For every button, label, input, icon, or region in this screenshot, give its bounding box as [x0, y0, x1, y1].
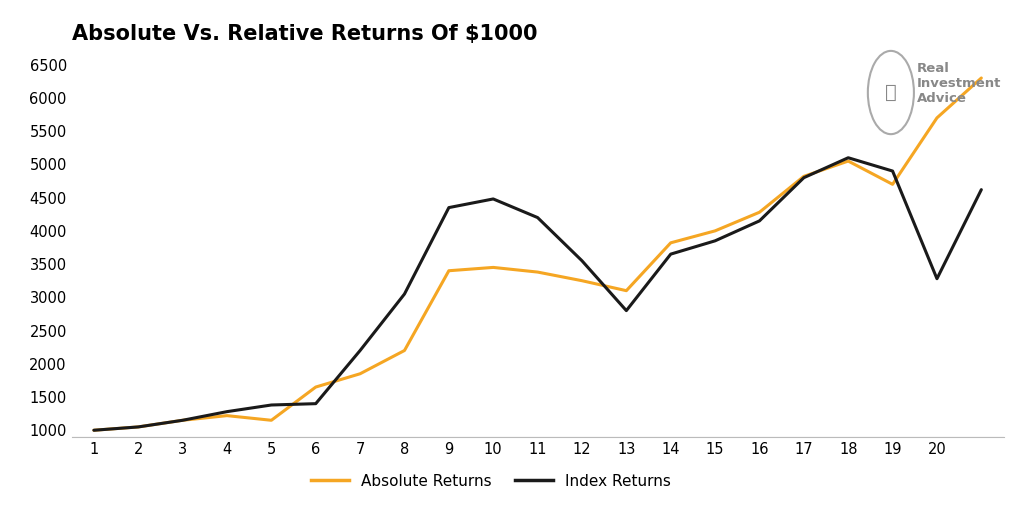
Legend: Absolute Returns, Index Returns: Absolute Returns, Index Returns [305, 468, 677, 495]
Text: Absolute Vs. Relative Returns Of $1000: Absolute Vs. Relative Returns Of $1000 [72, 24, 538, 44]
Text: 🦅: 🦅 [885, 83, 897, 102]
Text: Real
Investment
Advice: Real Investment Advice [916, 62, 1000, 105]
